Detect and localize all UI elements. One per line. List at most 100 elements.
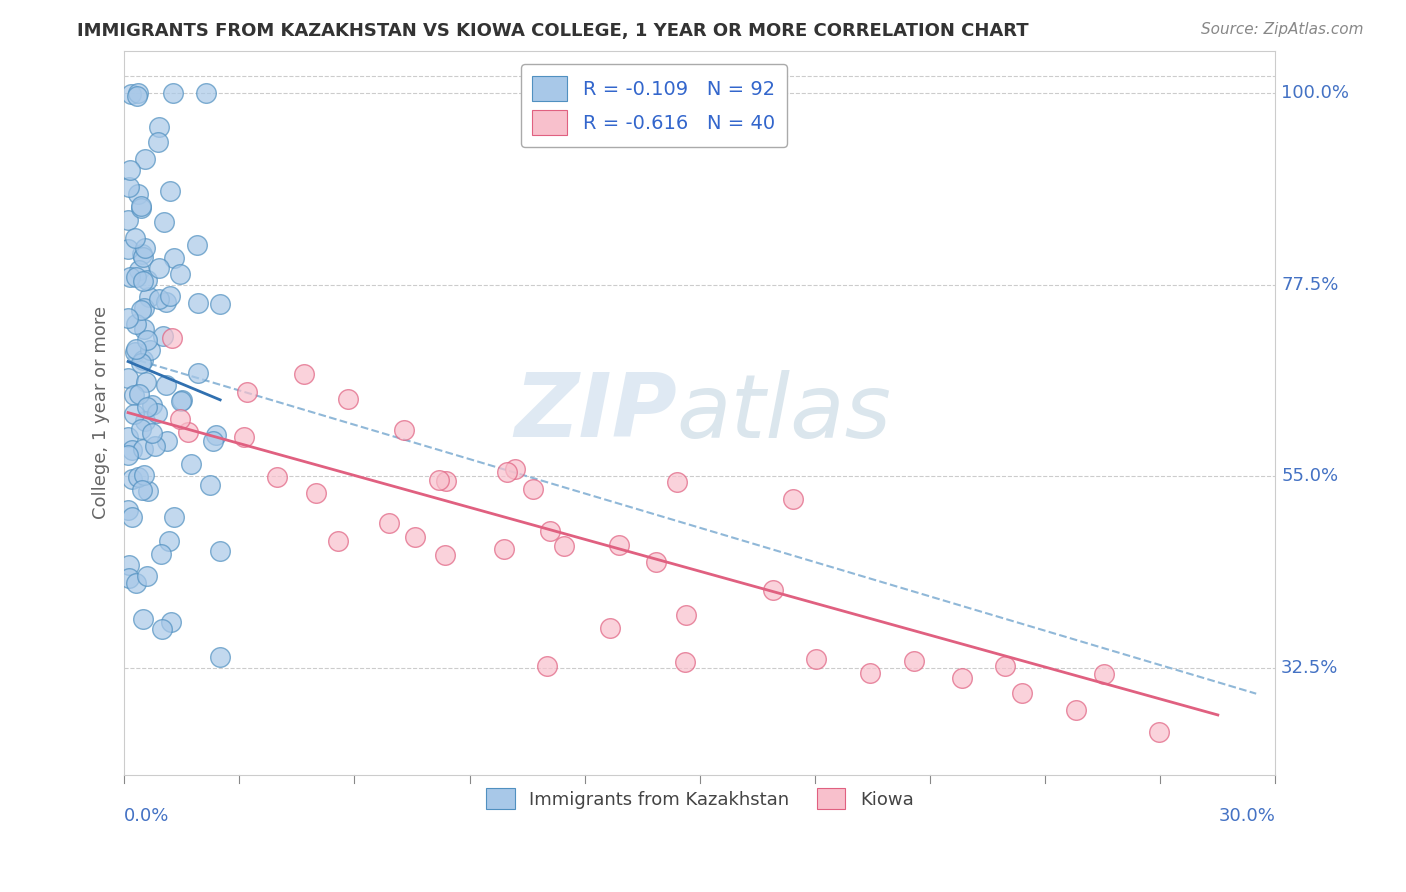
- Point: [675, 608, 697, 623]
- Point: [121, 510, 143, 524]
- Point: [162, 331, 184, 345]
- Point: [129, 198, 152, 212]
- Text: 55.0%: 55.0%: [1281, 467, 1339, 485]
- Point: [155, 378, 177, 392]
- Point: [378, 516, 401, 531]
- Point: [120, 270, 142, 285]
- Point: [134, 301, 156, 315]
- Text: ZIP: ZIP: [515, 369, 676, 456]
- Point: [127, 88, 149, 103]
- Point: [132, 467, 155, 482]
- Point: [208, 649, 231, 664]
- Point: [146, 406, 169, 420]
- Point: [503, 462, 526, 476]
- Point: [146, 135, 169, 149]
- Point: [121, 472, 143, 486]
- Text: atlas: atlas: [676, 369, 891, 456]
- Point: [138, 290, 160, 304]
- Point: [170, 393, 193, 408]
- Point: [127, 470, 149, 484]
- Point: [148, 260, 170, 275]
- Point: [177, 425, 200, 439]
- Text: IMMIGRANTS FROM KAZAKHSTAN VS KIOWA COLLEGE, 1 YEAR OR MORE CORRELATION CHART: IMMIGRANTS FROM KAZAKHSTAN VS KIOWA COLL…: [77, 22, 1029, 40]
- Point: [169, 268, 191, 282]
- Point: [148, 293, 170, 307]
- Point: [117, 503, 139, 517]
- Point: [607, 538, 630, 552]
- Text: 100.0%: 100.0%: [1281, 84, 1350, 103]
- Text: 30.0%: 30.0%: [1219, 807, 1275, 825]
- Point: [124, 342, 146, 356]
- Point: [121, 443, 143, 458]
- Point: [141, 398, 163, 412]
- Point: [492, 542, 515, 557]
- Point: [117, 371, 139, 385]
- Point: [994, 658, 1017, 673]
- Point: [129, 201, 152, 215]
- Point: [136, 483, 159, 498]
- Text: 77.5%: 77.5%: [1281, 276, 1339, 293]
- Point: [132, 442, 155, 456]
- Point: [1011, 686, 1033, 700]
- Point: [187, 296, 209, 310]
- Point: [117, 571, 139, 585]
- Point: [266, 469, 288, 483]
- Point: [665, 475, 688, 490]
- Point: [152, 215, 174, 229]
- Point: [186, 238, 208, 252]
- Point: [209, 297, 232, 311]
- Point: [136, 273, 159, 287]
- Point: [141, 425, 163, 440]
- Point: [135, 569, 157, 583]
- Point: [645, 555, 668, 569]
- Point: [150, 622, 173, 636]
- Y-axis label: College, 1 year or more: College, 1 year or more: [93, 306, 110, 519]
- Point: [155, 295, 177, 310]
- Point: [404, 530, 426, 544]
- Point: [553, 539, 575, 553]
- Point: [149, 548, 172, 562]
- Point: [205, 428, 228, 442]
- Point: [538, 524, 561, 538]
- Point: [233, 430, 256, 444]
- Text: Source: ZipAtlas.com: Source: ZipAtlas.com: [1201, 22, 1364, 37]
- Point: [156, 434, 179, 449]
- Point: [131, 483, 153, 498]
- Point: [195, 87, 218, 101]
- Point: [522, 482, 544, 496]
- Point: [134, 242, 156, 256]
- Point: [1147, 724, 1170, 739]
- Point: [159, 615, 181, 629]
- Point: [129, 422, 152, 436]
- Point: [117, 558, 139, 572]
- Point: [143, 439, 166, 453]
- Point: [132, 322, 155, 336]
- Point: [136, 400, 159, 414]
- Point: [129, 302, 152, 317]
- Point: [163, 251, 186, 265]
- Point: [125, 317, 148, 331]
- Point: [134, 414, 156, 428]
- Point: [292, 367, 315, 381]
- Point: [124, 230, 146, 244]
- Point: [122, 388, 145, 402]
- Point: [132, 612, 155, 626]
- Point: [127, 186, 149, 201]
- Point: [148, 120, 170, 134]
- Point: [202, 434, 225, 449]
- Point: [122, 408, 145, 422]
- Point: [903, 654, 925, 668]
- Point: [125, 575, 148, 590]
- Point: [128, 262, 150, 277]
- Point: [159, 184, 181, 198]
- Point: [128, 387, 150, 401]
- Point: [1092, 667, 1115, 681]
- Text: 0.0%: 0.0%: [124, 807, 170, 825]
- Point: [187, 366, 209, 380]
- Point: [131, 247, 153, 261]
- Point: [131, 353, 153, 368]
- Legend: Immigrants from Kazakhstan, Kiowa: Immigrants from Kazakhstan, Kiowa: [479, 780, 921, 816]
- Point: [127, 87, 149, 101]
- Point: [392, 423, 415, 437]
- Point: [117, 449, 139, 463]
